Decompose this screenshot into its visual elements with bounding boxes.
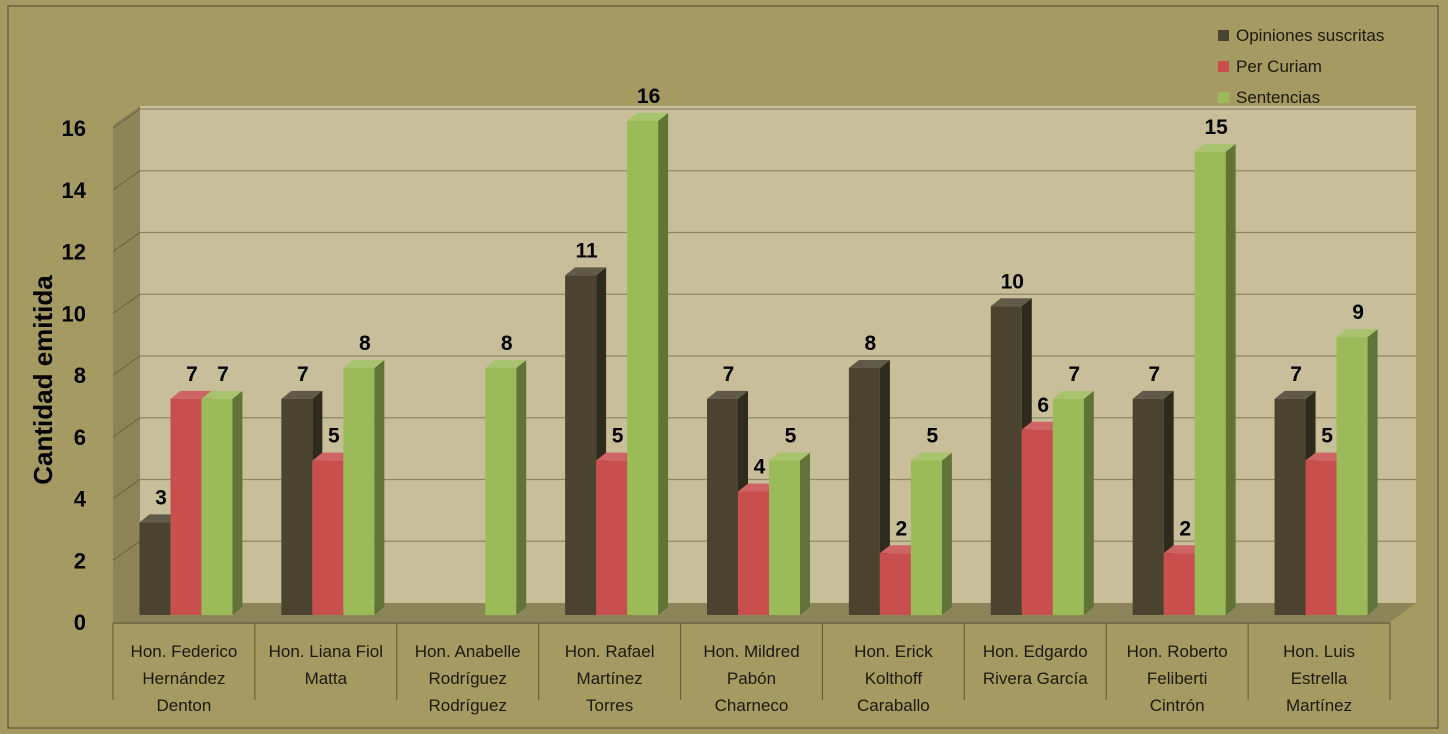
data-label: 9 xyxy=(1352,301,1364,324)
category-label: Hon. Federico Hernández Denton xyxy=(131,642,238,715)
data-label: 5 xyxy=(612,425,624,448)
y-tick-label: 0 xyxy=(74,610,86,635)
bar xyxy=(1052,390,1094,615)
y-tick-label: 16 xyxy=(62,116,86,141)
data-label: 11 xyxy=(576,239,599,262)
data-label: 8 xyxy=(359,332,371,355)
side-wall xyxy=(113,106,140,622)
category-label: Hon. Rafael Martínez Torres xyxy=(565,642,655,715)
bar xyxy=(565,267,607,615)
data-label: 5 xyxy=(927,425,939,448)
bar xyxy=(1194,143,1236,615)
data-label: 5 xyxy=(785,425,797,448)
legend-item: Sentencias xyxy=(1218,88,1320,107)
gridline-side xyxy=(112,232,141,252)
gridline-side xyxy=(112,293,141,314)
bar xyxy=(343,360,385,615)
bar xyxy=(1132,390,1174,615)
data-label: 10 xyxy=(1001,270,1024,293)
data-label: 2 xyxy=(1179,517,1191,540)
legend-item: Opiniones suscritas xyxy=(1218,26,1384,45)
legend-swatch xyxy=(1218,61,1229,72)
category-label: Hon. Luis Estrella Martínez xyxy=(1283,642,1355,715)
gridline-side xyxy=(112,540,141,561)
category-label: Hon. Erick Kolthoff Caraballo xyxy=(854,642,933,715)
data-label: 3 xyxy=(155,486,167,509)
legend-label: Opiniones suscritas xyxy=(1236,26,1384,45)
back-wall xyxy=(140,106,1416,603)
data-label: 5 xyxy=(1321,425,1333,448)
bar xyxy=(627,113,669,615)
gridline-side xyxy=(112,355,141,376)
category-label: Hon. Mildred Pabón Charneco xyxy=(703,642,799,715)
legend-label: Per Curiam xyxy=(1236,57,1322,76)
data-label: 7 xyxy=(186,363,198,386)
data-label: 7 xyxy=(217,363,229,386)
bar xyxy=(769,452,810,615)
data-label: 7 xyxy=(1290,363,1302,386)
data-label: 4 xyxy=(754,456,766,479)
data-label: 6 xyxy=(1037,394,1049,417)
bar xyxy=(707,390,748,615)
data-label: 5 xyxy=(328,425,340,448)
data-label: 7 xyxy=(1148,363,1160,386)
legend-swatch xyxy=(1218,30,1229,41)
category-label: Hon. Edgardo Rivera García xyxy=(983,642,1088,688)
legend-swatch xyxy=(1218,92,1229,103)
y-axis-title: Cantidad emitida xyxy=(28,275,58,485)
bar xyxy=(910,452,952,615)
category-label: Hon. Anabelle Rodríguez Rodríguez xyxy=(415,642,521,715)
y-axis-ticks: 0 2 4 6 8 10 12 14 16 xyxy=(62,116,87,635)
x-axis-categories: Hon. Federico Hernández Denton Hon. Liana F… xyxy=(112,622,1391,715)
data-label: 15 xyxy=(1204,116,1228,139)
data-label: 8 xyxy=(865,332,877,355)
gridline-side xyxy=(112,108,141,129)
legend-item: Per Curiam xyxy=(1218,57,1322,76)
y-tick-label: 2 xyxy=(74,548,86,573)
gridline-side xyxy=(112,479,141,499)
bar xyxy=(1336,329,1378,615)
y-tick-label: 8 xyxy=(74,363,86,388)
bar xyxy=(201,390,243,615)
y-tick-label: 6 xyxy=(74,425,86,450)
y-tick-label: 14 xyxy=(62,178,87,203)
legend-label: Sentencias xyxy=(1236,88,1320,107)
data-label: 2 xyxy=(896,517,908,540)
gridline-side xyxy=(112,170,141,191)
category-label: Hon. Roberto Feliberti Cintrón xyxy=(1127,642,1228,715)
data-label: 7 xyxy=(723,363,735,386)
y-tick-label: 4 xyxy=(74,487,87,512)
legend: Opiniones suscritas Per Curiam Sentencias xyxy=(1218,26,1384,107)
data-label: 7 xyxy=(297,363,309,386)
data-label: 7 xyxy=(1068,363,1080,386)
gridline-side xyxy=(112,417,141,438)
y-tick-label: 10 xyxy=(62,301,86,326)
chart-border xyxy=(7,5,1439,729)
data-label: 16 xyxy=(637,85,660,108)
bars xyxy=(139,113,1378,615)
bar xyxy=(485,360,527,615)
y-tick-label: 12 xyxy=(62,240,86,265)
data-label: 8 xyxy=(501,332,513,355)
category-label: Hon. Liana Fiol Matta xyxy=(269,642,383,688)
